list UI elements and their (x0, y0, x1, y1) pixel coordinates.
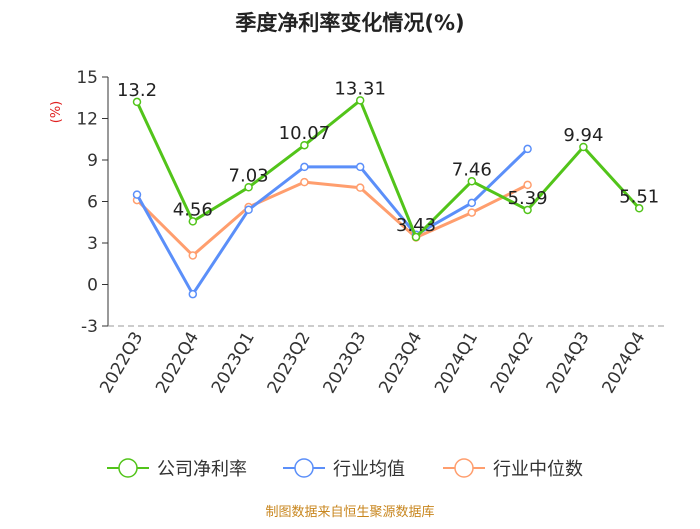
data-point (355, 183, 365, 192)
x-tick-label: 2024Q4 (598, 329, 649, 397)
y-tick-label: 3 (87, 234, 98, 254)
data-point (300, 140, 309, 150)
data-point (523, 205, 532, 215)
data-point (300, 162, 309, 172)
data-point (355, 162, 365, 172)
data-label: 3.43 (396, 215, 436, 236)
series-line (135, 98, 641, 239)
data-point (188, 217, 198, 226)
data-source-note: 制图数据来自恒生聚源数据库 (265, 504, 434, 520)
legend-label: 行业中位数 (493, 459, 583, 480)
data-point (132, 190, 142, 199)
data-label: 5.51 (619, 186, 659, 207)
series-line (135, 147, 530, 296)
data-label: 9.94 (563, 125, 603, 146)
x-tick-label: 2022Q4 (152, 329, 203, 397)
y-tick-label: 6 (87, 193, 98, 213)
data-label: 7.03 (229, 165, 269, 186)
y-tick-label: 12 (76, 110, 98, 130)
legend-label: 行业均值 (333, 459, 405, 480)
x-tick-label: 2024Q1 (431, 329, 482, 397)
data-label: 7.46 (452, 159, 492, 180)
data-point (300, 177, 309, 187)
legend-label: 公司净利率 (157, 459, 247, 480)
series-line (135, 180, 530, 257)
x-tick-label: 2023Q4 (375, 329, 426, 397)
data-point (634, 204, 644, 213)
y-tick-label: 15 (76, 68, 98, 88)
data-point (523, 180, 532, 190)
data-label: 13.31 (334, 78, 386, 99)
data-label: 10.07 (279, 123, 331, 144)
legend-swatch-marker (118, 458, 138, 478)
data-point (467, 208, 477, 217)
data-point (411, 232, 421, 242)
y-axis-label: (%) (49, 101, 64, 124)
data-point (188, 251, 198, 260)
data-point (355, 96, 365, 105)
x-tick-label: 2023Q2 (264, 329, 315, 397)
y-tick-label: 9 (87, 151, 98, 171)
data-point (579, 142, 588, 152)
data-point (467, 198, 477, 208)
x-tick-label: 2023Q3 (319, 329, 370, 397)
data-point (523, 144, 532, 154)
y-tick-label: 0 (87, 276, 98, 296)
x-tick-label: 2022Q3 (96, 329, 147, 397)
data-label: 5.39 (508, 188, 548, 209)
data-label: 13.2 (117, 80, 157, 101)
data-point (467, 177, 477, 186)
legend-swatch-marker (454, 458, 474, 478)
legend-swatch-marker (294, 458, 314, 478)
data-point (132, 97, 142, 107)
chart-title: 季度净利率变化情况(%) (235, 11, 464, 35)
x-tick-label: 2024Q2 (487, 329, 538, 397)
data-point (244, 205, 253, 215)
data-label: 4.56 (173, 199, 213, 220)
y-tick-label: -3 (81, 317, 98, 337)
x-tick-label: 2023Q1 (208, 329, 259, 397)
data-point (188, 289, 198, 299)
x-tick-label: 2024Q3 (543, 329, 594, 397)
data-point (244, 183, 253, 192)
